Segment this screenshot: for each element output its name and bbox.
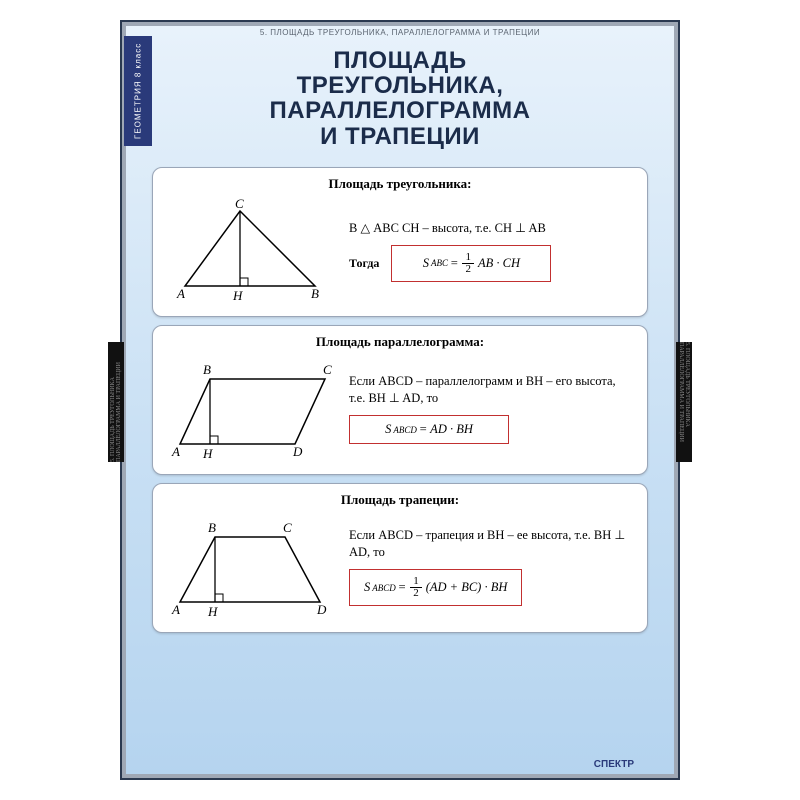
card-parallelogram: Площадь параллелограмма: A B C D H Если … [152,325,648,475]
poster-inner: 5. ПЛОЩАДЬ ТРЕУГОЛЬНИКА, ПАРАЛЛЕЛОГРАММА… [126,26,674,774]
trapezoid-description: Если ABCD – трапеция и BH – ее высота, т… [349,527,635,561]
triangle-diagram: A B C H [165,196,335,306]
title-line-1: ПЛОЩАДЬ [152,48,648,73]
parallelogram-diagram: A B C D H [165,354,335,464]
triangle-formula: SABC = 12 AB · CH [391,245,551,282]
subject-tab: ГЕОМЕТРИЯ 8 класс [124,36,152,146]
svg-text:D: D [292,444,303,459]
card-triangle: Площадь треугольника: A B C H В △ ABC CH… [152,167,648,317]
main-title: ПЛОЩАДЬ ТРЕУГОЛЬНИКА, ПАРАЛЛЕЛОГРАММА И … [152,26,648,159]
title-line-4: И ТРАПЕЦИИ [152,124,648,149]
spine-left: 5. ПЛОЩАДЬ ТРЕУГОЛЬНИКА ПАРАЛЛЕЛОГРАММА … [108,342,124,462]
card-title: Площадь треугольника: [165,176,635,192]
parallelogram-description: Если ABCD – параллелограмм и BH – его вы… [349,373,635,407]
svg-text:H: H [202,446,213,461]
svg-text:H: H [232,288,243,303]
svg-text:B: B [208,520,216,535]
card-title: Площадь трапеции: [165,492,635,508]
trapezoid-formula: SABCD = 12 (AD + BC) · BH [349,569,522,606]
svg-text:C: C [235,196,244,211]
svg-text:D: D [316,602,327,617]
card-trapezoid: Площадь трапеции: A B C D H Если ABCD – … [152,483,648,633]
poster-frame: 5. ПЛОЩАДЬ ТРЕУГОЛЬНИКА ПАРАЛЛЕЛОГРАММА … [120,20,680,780]
svg-text:A: A [171,602,180,617]
svg-text:C: C [283,520,292,535]
svg-text:B: B [203,362,211,377]
then-label: Тогда [349,256,379,271]
title-line-3: ПАРАЛЛЕЛОГРАММА [152,98,648,123]
svg-text:A: A [171,444,180,459]
svg-text:H: H [207,604,218,619]
spine-right: 5. ПЛОЩАДЬ ТРЕУГОЛЬНИКА ПАРАЛЛЕЛОГРАММА … [676,342,692,462]
parallelogram-formula: SABCD = AD · BH [349,415,509,444]
triangle-description: В △ ABC CH – высота, т.е. CH ⊥ AB [349,220,635,237]
publisher-brand: СПЕКТР [594,759,634,770]
title-line-2: ТРЕУГОЛЬНИКА, [152,73,648,98]
svg-text:A: A [176,286,185,301]
svg-text:C: C [323,362,332,377]
svg-text:B: B [311,286,319,301]
trapezoid-diagram: A B C D H [165,512,335,622]
header-strip: 5. ПЛОЩАДЬ ТРЕУГОЛЬНИКА, ПАРАЛЛЕЛОГРАММА… [126,28,674,37]
card-title: Площадь параллелограмма: [165,334,635,350]
